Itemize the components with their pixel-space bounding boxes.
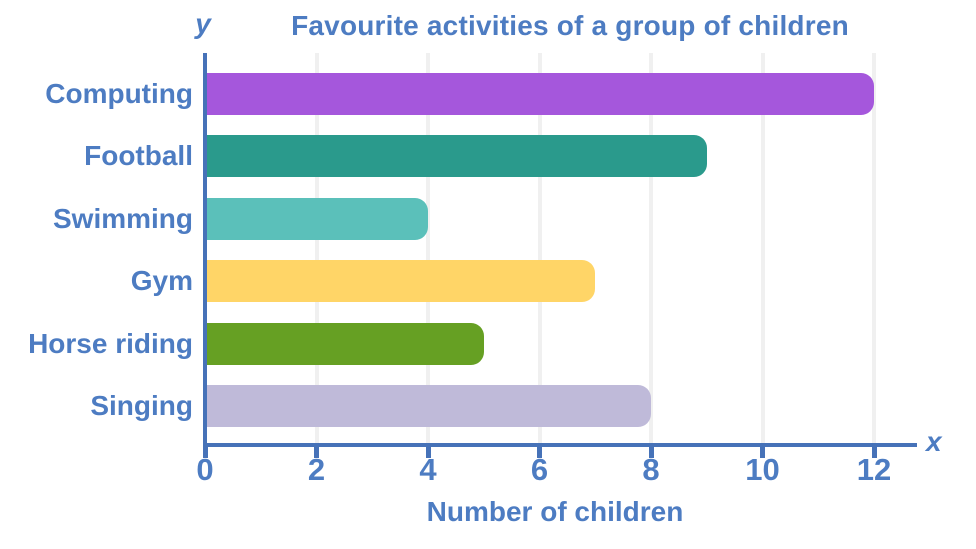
x-tick-mark-2 xyxy=(314,443,319,458)
gridline-x-2 xyxy=(314,53,319,443)
x-tick-label-0: 0 xyxy=(196,452,214,487)
category-label-singing: Singing xyxy=(90,390,193,421)
gridline-x-8 xyxy=(649,53,653,443)
gridline-x-10 xyxy=(760,53,765,443)
x-tick-label-4: 4 xyxy=(419,452,437,487)
x-tick-mark-12 xyxy=(871,443,877,458)
chart-title: Favourite activities of a group of child… xyxy=(291,10,849,41)
x-tick-label-2: 2 xyxy=(307,452,326,487)
x-axis-letter-label: x xyxy=(926,426,942,457)
x-tick-mark-4 xyxy=(425,443,431,458)
x-tick-mark-0 xyxy=(202,443,208,458)
y-axis-line xyxy=(203,53,207,447)
category-label-swimming: Swimming xyxy=(52,202,193,234)
bar-singing xyxy=(205,385,651,427)
gridline-x-4 xyxy=(426,53,430,443)
x-tick-label-10: 10 xyxy=(745,452,780,487)
category-label-computing: Computing xyxy=(45,78,193,109)
gridline-x-12 xyxy=(872,53,876,443)
bar-gym xyxy=(205,260,596,303)
x-tick-label-8: 8 xyxy=(642,452,660,487)
category-label-horse-riding: Horse riding xyxy=(28,327,193,359)
x-tick-mark-8 xyxy=(648,443,654,458)
x-tick-mark-10 xyxy=(760,443,765,458)
bar-horse-riding xyxy=(205,322,484,365)
bar-swimming xyxy=(205,197,428,240)
category-label-gym: Gym xyxy=(130,265,193,297)
x-tick-label-6: 6 xyxy=(530,452,549,487)
y-axis-letter-label: y xyxy=(195,8,211,39)
bar-computing xyxy=(205,73,874,115)
gridline-x-6 xyxy=(537,53,542,443)
category-label-football: Football xyxy=(84,140,193,172)
x-tick-mark-6 xyxy=(537,443,542,458)
x-tick-label-12: 12 xyxy=(856,452,892,487)
x-axis-title: Number of children xyxy=(426,496,684,527)
bar-football xyxy=(205,135,707,178)
x-axis-line xyxy=(203,443,917,447)
